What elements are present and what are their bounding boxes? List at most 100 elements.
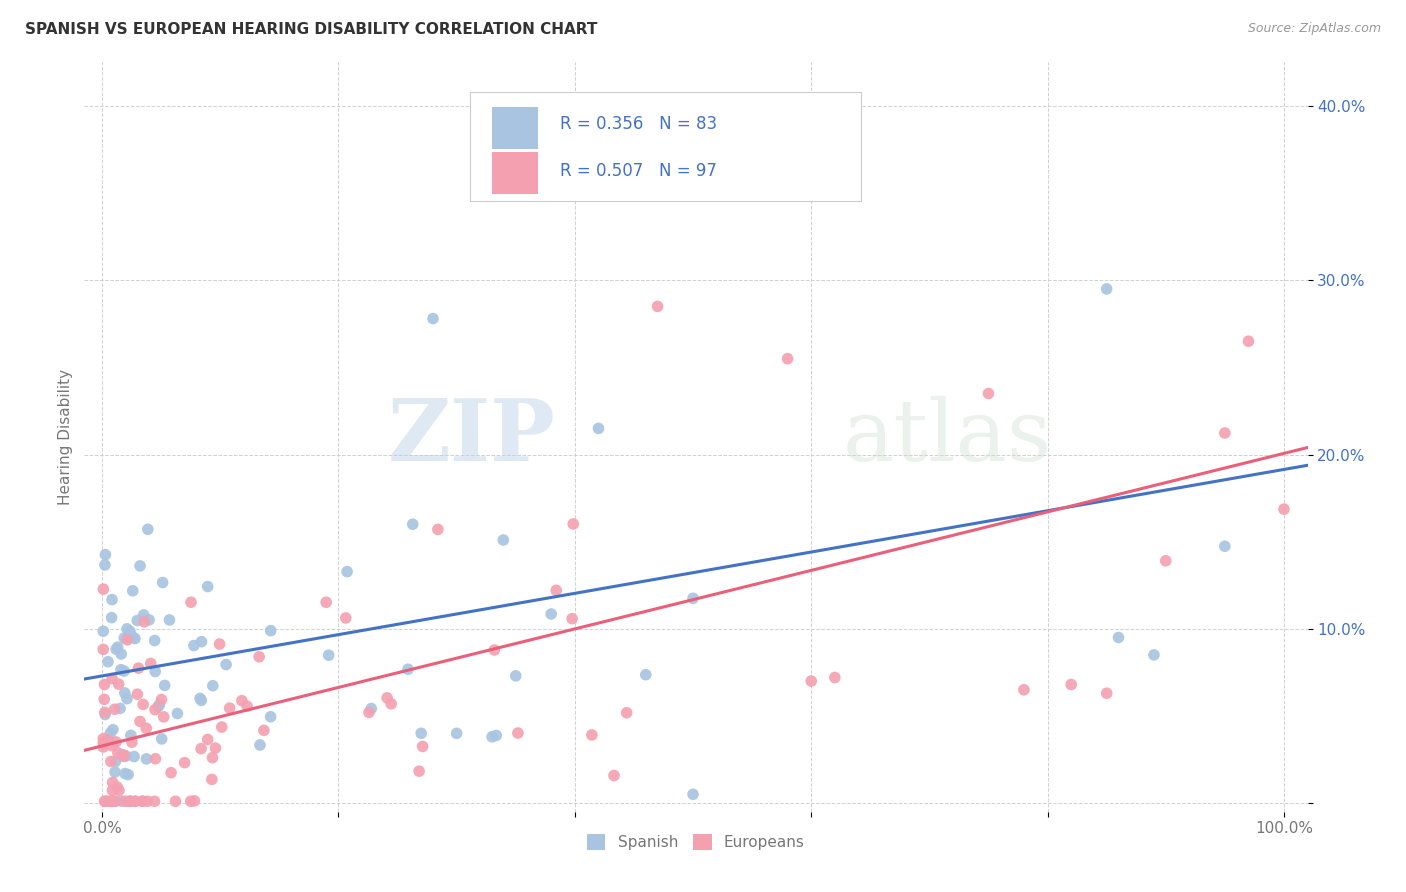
Point <box>160 765 183 780</box>
Point <box>201 772 224 787</box>
Point <box>108 783 131 797</box>
Point <box>148 698 170 712</box>
Point <box>91 642 114 657</box>
Point <box>136 794 159 808</box>
Point <box>166 706 188 721</box>
Point <box>120 794 142 808</box>
Point <box>93 692 115 706</box>
Point <box>110 663 132 677</box>
Point <box>127 614 149 628</box>
Point <box>107 677 129 691</box>
Point <box>129 714 152 729</box>
Point <box>152 575 174 590</box>
Point <box>101 723 124 737</box>
Point <box>120 794 142 808</box>
Point <box>231 693 253 707</box>
Point <box>97 655 120 669</box>
Point <box>150 731 173 746</box>
Point <box>485 728 508 742</box>
Point <box>208 637 231 651</box>
Point <box>124 632 146 646</box>
Point <box>800 673 823 688</box>
Point <box>118 794 141 808</box>
Point <box>117 631 139 645</box>
Point <box>150 692 173 706</box>
Point <box>218 701 240 715</box>
Point <box>121 583 143 598</box>
Point <box>581 728 603 742</box>
Point <box>546 583 568 598</box>
Point <box>146 699 169 714</box>
Bar <box>492 107 538 149</box>
Point <box>215 657 238 672</box>
Point <box>105 642 128 657</box>
Point <box>634 667 657 681</box>
Point <box>426 522 449 536</box>
Point <box>120 728 142 742</box>
Point <box>105 780 128 794</box>
Point <box>180 794 202 808</box>
Point <box>396 662 419 676</box>
Point <box>93 582 115 596</box>
Point <box>540 160 562 174</box>
Point <box>1012 682 1035 697</box>
Point <box>422 311 444 326</box>
Point <box>111 794 134 808</box>
Point <box>481 730 503 744</box>
Point <box>402 517 425 532</box>
Point <box>190 634 212 648</box>
Point <box>114 686 136 700</box>
FancyBboxPatch shape <box>470 93 860 201</box>
Point <box>143 665 166 679</box>
Point <box>506 726 529 740</box>
Point <box>153 678 176 692</box>
Point <box>336 565 359 579</box>
Point <box>91 736 114 750</box>
Point <box>1154 554 1177 568</box>
Point <box>201 679 224 693</box>
Point <box>412 739 434 754</box>
Point <box>616 706 638 720</box>
Point <box>93 794 115 808</box>
Point <box>112 747 135 762</box>
Point <box>335 611 357 625</box>
Text: R = 0.507   N = 97: R = 0.507 N = 97 <box>560 162 717 180</box>
Point <box>152 710 174 724</box>
Point <box>318 648 340 663</box>
Point <box>94 706 117 720</box>
Point <box>100 794 122 808</box>
Point <box>408 764 430 779</box>
Point <box>101 783 124 797</box>
Point <box>118 624 141 639</box>
Point <box>100 794 122 808</box>
Point <box>188 691 211 706</box>
Point <box>131 794 153 808</box>
Point <box>112 664 135 678</box>
Point <box>197 732 219 747</box>
Point <box>505 669 527 683</box>
Point <box>115 622 138 636</box>
Point <box>484 643 506 657</box>
Point <box>110 748 132 763</box>
Point <box>97 794 120 808</box>
Point <box>180 595 202 609</box>
Point <box>143 794 166 808</box>
Point <box>159 613 181 627</box>
Point <box>98 726 121 740</box>
Point <box>138 613 160 627</box>
Point <box>104 755 127 769</box>
Point <box>776 351 799 366</box>
Point <box>380 697 402 711</box>
Point <box>91 739 114 754</box>
Point <box>183 794 205 808</box>
Point <box>145 752 167 766</box>
Point <box>190 693 212 707</box>
Point <box>1213 425 1236 440</box>
Point <box>91 731 114 746</box>
Point <box>682 591 704 606</box>
Point <box>132 698 155 712</box>
Point <box>259 709 281 723</box>
Point <box>122 749 145 764</box>
Text: R = 0.356   N = 83: R = 0.356 N = 83 <box>560 115 717 133</box>
Point <box>114 766 136 780</box>
